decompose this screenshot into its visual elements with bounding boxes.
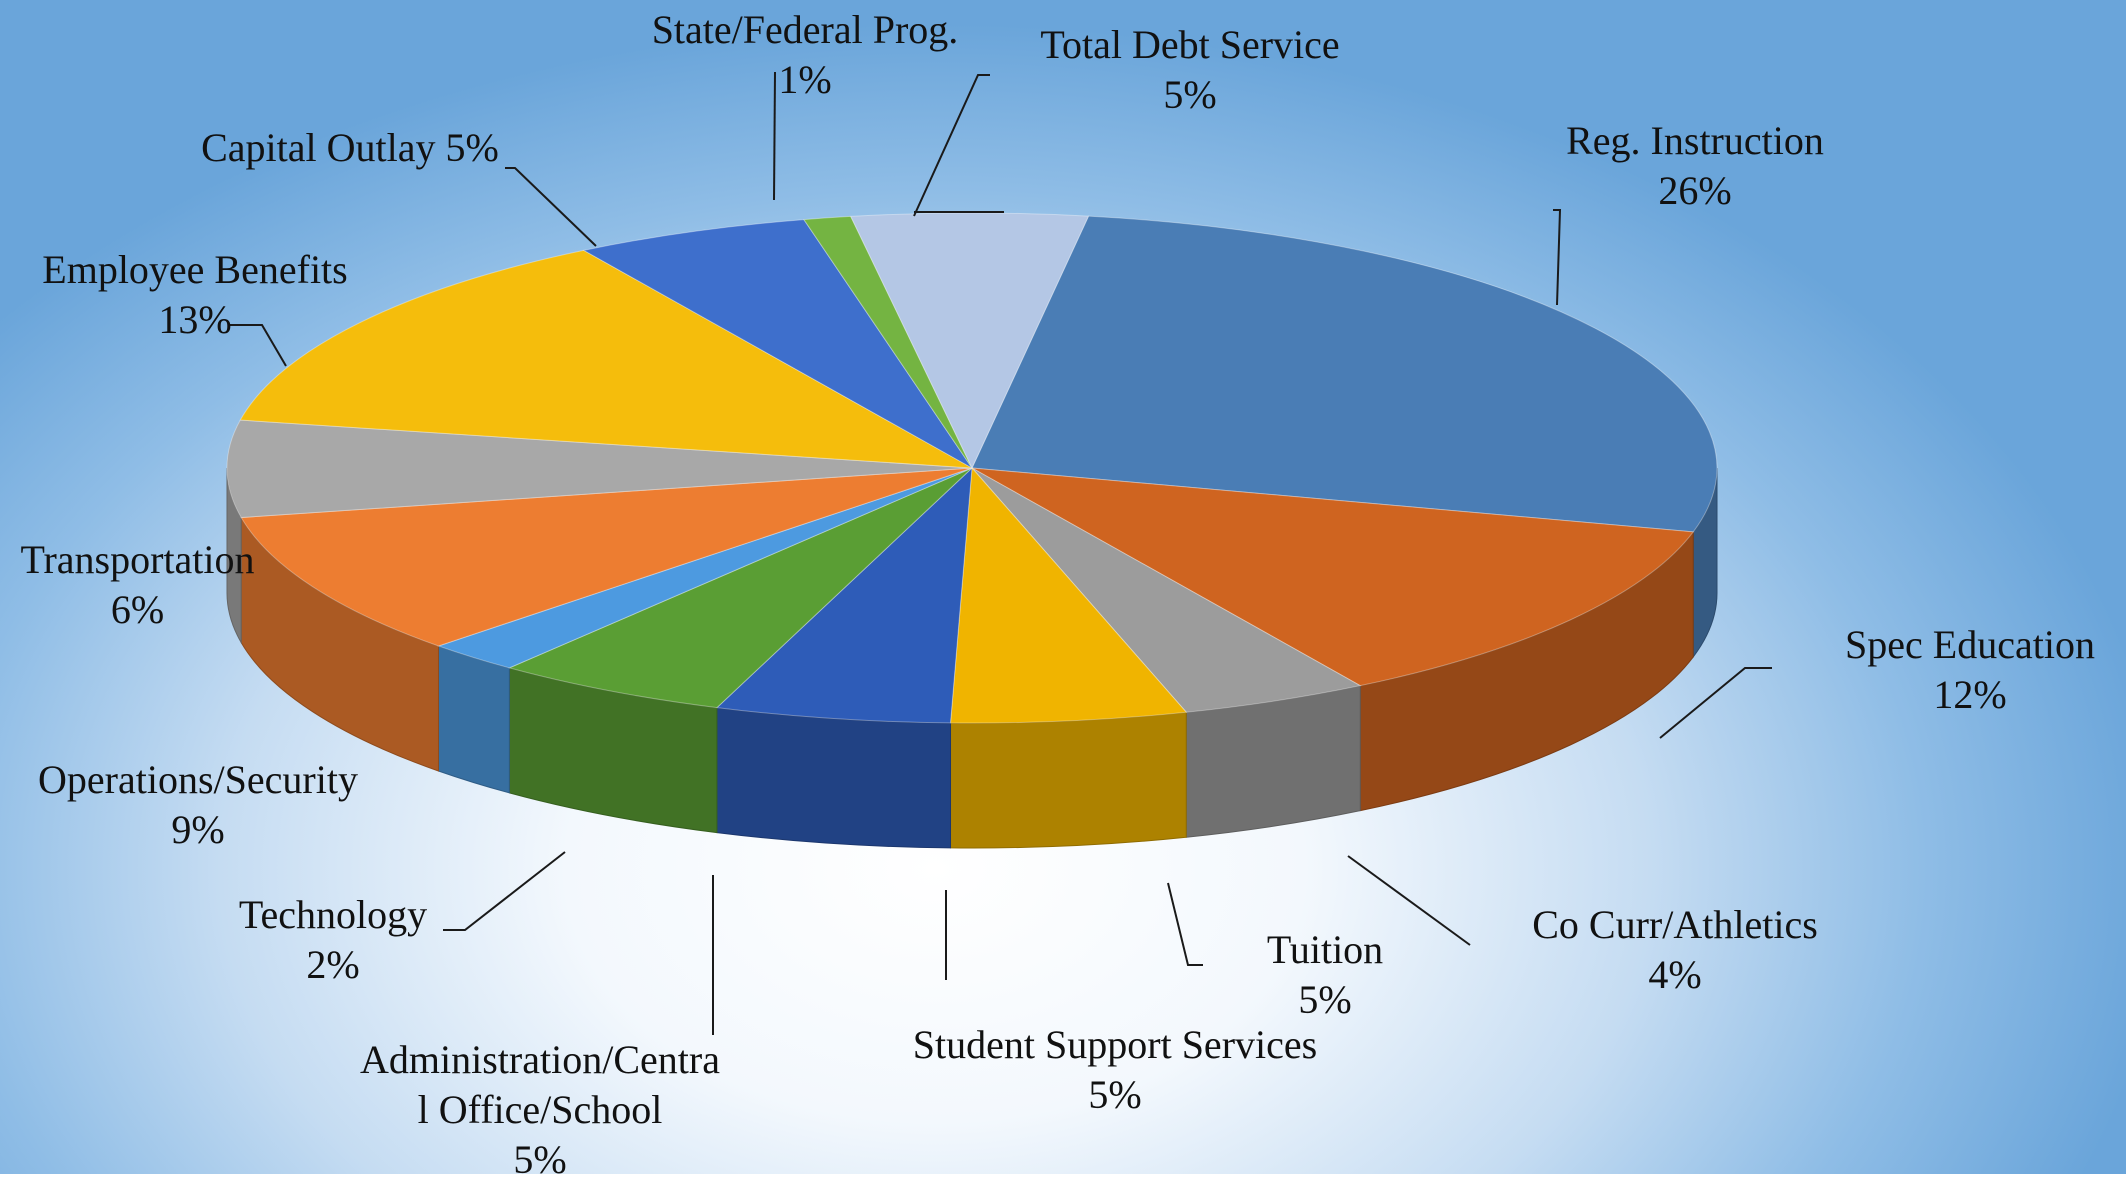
leader-line-7 <box>230 324 287 367</box>
slice-employee-benefits <box>239 249 973 469</box>
slice-technology <box>436 467 973 669</box>
slice-label-name: Student Support Services <box>912 1022 1318 1067</box>
slice-label-name: Reg. Instruction <box>1566 118 1824 163</box>
label-employee-benefits: Employee Benefits 13% <box>20 245 370 345</box>
slice-label-pct: 26% <box>1658 168 1732 213</box>
slice-label-name: Operations/Security <box>38 757 358 802</box>
slice-operations-security <box>240 467 973 647</box>
label-administration: Administration/Central Office/School 5% <box>330 1035 750 1185</box>
slice-label-pct: 9% <box>171 807 225 852</box>
slice-label-pct: 6% <box>110 587 165 632</box>
leader-line-8 <box>505 167 597 247</box>
slice-co-curr-athletics <box>971 467 1362 713</box>
slice-label-pct: 12% <box>1933 672 2007 717</box>
slice-label-pct: 5% <box>1163 72 1217 117</box>
slice-label-pct: 5% <box>1088 1072 1142 1117</box>
slice-label-name: Capital Outlay <box>201 125 436 170</box>
slice-total-debt-service <box>849 212 1090 470</box>
slice-label-name: Total Debt Service <box>1040 22 1340 67</box>
leader-line-2 <box>1347 855 1471 946</box>
slice-label-name: Tuition <box>1266 927 1384 972</box>
slice-side-4 <box>716 707 952 849</box>
label-spec-education: Spec Education 12% <box>1830 620 2110 720</box>
leader-line-3 <box>1167 882 1203 966</box>
slice-label-pct: 2% <box>306 942 360 987</box>
slice-administration-central-office-school <box>507 467 973 709</box>
slice-side-3 <box>950 711 1187 849</box>
slice-label-name: Technology <box>238 892 428 937</box>
label-state-federal-prog: State/Federal Prog. 1% <box>630 5 980 105</box>
slice-capital-outlay <box>582 219 973 469</box>
label-co-curr-athletics: Co Curr/Athletics 4% <box>1510 900 1840 1000</box>
label-reg-instruction: Reg. Instruction 26% <box>1545 116 1845 216</box>
slice-student-support-services <box>715 466 973 724</box>
slice-spec-education <box>971 467 1695 687</box>
label-capital-outlay: Capital Outlay 5% <box>175 123 525 173</box>
leader-line-9 <box>773 71 776 201</box>
slice-label-name: Co Curr/Athletics <box>1532 902 1818 947</box>
label-tuition: Tuition 5% <box>1225 925 1425 1025</box>
slice-reg-instruction <box>971 215 1718 533</box>
leader-line-0 <box>1553 209 1562 306</box>
slice-state-federal-prog- <box>802 215 973 469</box>
slice-tuition <box>949 466 1188 724</box>
slice-transportation <box>226 419 973 519</box>
label-student-support-services: Student Support Services 5% <box>890 1020 1340 1120</box>
slice-label-name: Employee Benefits <box>42 247 348 292</box>
slice-label-pct: 1% <box>778 57 832 102</box>
label-transportation: Transportation 6% <box>5 535 270 635</box>
slice-label-name: Administration/Central Office/School <box>360 1037 720 1132</box>
label-total-debt-service: Total Debt Service 5% <box>1020 20 1360 120</box>
slice-side-6 <box>437 645 510 794</box>
leader-line-10 <box>913 74 990 217</box>
slice-label-name: Spec Education <box>1845 622 2095 667</box>
leader-line-1 <box>1659 667 1772 739</box>
slice-label-name: Transportation <box>20 537 255 582</box>
label-technology: Technology 2% <box>218 890 448 990</box>
slice-label-pct: 5% <box>513 1137 567 1182</box>
slice-label-pct: 13% <box>158 297 232 342</box>
slice-label-pct: 4% <box>1648 952 1702 997</box>
slice-label-pct: 5% <box>445 125 499 170</box>
leader-line-6 <box>443 851 566 931</box>
slice-label-pct: 5% <box>1298 977 1352 1022</box>
slice-label-name: State/Federal Prog. <box>651 7 959 52</box>
label-operations-security: Operations/Security 9% <box>18 755 378 855</box>
